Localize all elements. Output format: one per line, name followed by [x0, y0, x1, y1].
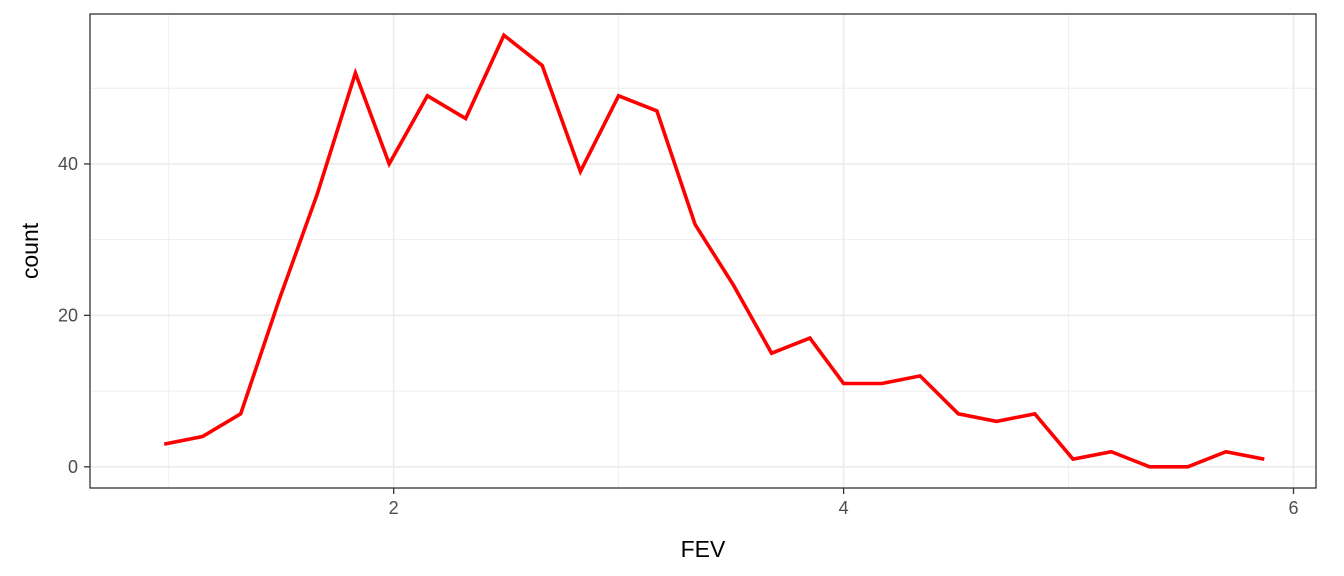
x-axis-title: FEV [681, 536, 726, 562]
x-tick-label: 2 [389, 498, 399, 518]
panel-background [90, 14, 1316, 488]
series-line [163, 32, 1265, 469]
y-axis-title: count [17, 222, 43, 279]
series-layer [163, 32, 1265, 469]
x-tick-label: 6 [1288, 498, 1298, 518]
y-tick-label: 0 [68, 457, 78, 477]
y-tick-label: 40 [58, 154, 78, 174]
x-tick-label: 4 [839, 498, 849, 518]
y-tick-label: 20 [58, 305, 78, 325]
panel-border [89, 13, 1317, 489]
axis-ticks: 2 4 6 0 20 40 [58, 154, 1299, 518]
